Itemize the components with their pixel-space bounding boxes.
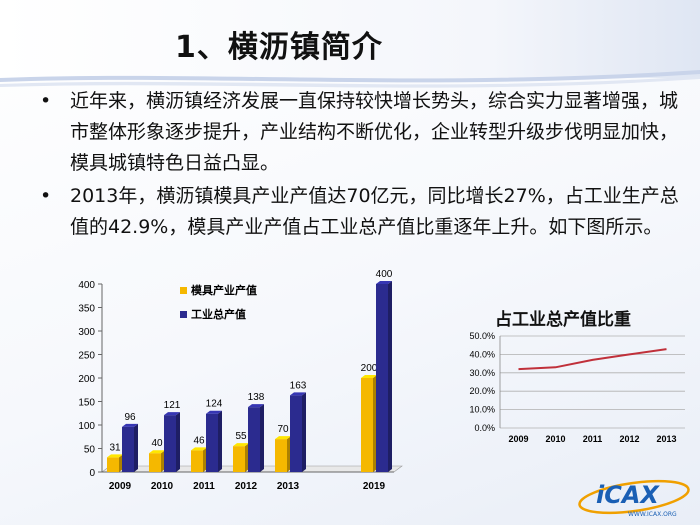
y-tick-label: 150 — [78, 398, 95, 409]
y-tick-label: 0.0% — [474, 423, 495, 433]
bullet-text: 2013年，横沥镇模具产业产值达70亿元，同比增长27%，占工业生产总值的42.… — [70, 185, 679, 238]
x-tick-label: 2010 — [151, 481, 174, 492]
bar-top — [376, 281, 392, 284]
y-tick-label: 400 — [78, 280, 95, 291]
y-tick-label: 30.0% — [469, 368, 495, 378]
bar-top — [149, 450, 165, 454]
bar-value-label: 163 — [290, 380, 307, 391]
bar-value-label: 46 — [193, 435, 205, 446]
legend-label: 模具产业产值 — [191, 283, 257, 297]
x-tick-label: 2013 — [277, 481, 300, 492]
bullet-dot: • — [40, 90, 52, 112]
bullet-item: • 近年来，横沥镇经济发展一直保持较快增长势头，综合实力显著增强，城市整体形象逐… — [40, 86, 680, 179]
bar — [361, 378, 373, 472]
bar-side — [218, 410, 222, 472]
bar — [107, 457, 119, 472]
x-tick-label: 2011 — [583, 434, 603, 444]
bar-top — [122, 423, 138, 427]
bar-side — [260, 404, 264, 472]
bar-top — [361, 375, 377, 378]
bar-side — [302, 392, 306, 472]
bar-top — [191, 447, 207, 451]
bar-side — [388, 281, 392, 472]
bar — [376, 284, 388, 472]
bar-value-label: 400 — [376, 269, 393, 280]
bullet-list: • 近年来，横沥镇经济发展一直保持较快增长势头，综合实力显著增强，城市整体形象逐… — [40, 86, 680, 243]
bar-top — [107, 454, 123, 458]
bar-chart: 0 50 100 150 200 250 300 350 400 31 96 2009 40 121 201… — [78, 269, 403, 492]
bar-value-label: 138 — [248, 392, 265, 403]
bar — [122, 426, 134, 472]
bar-top — [206, 410, 222, 414]
bullet-item: • 2013年，横沥镇模具产业产值达70亿元，同比增长27%，占工业生产总值的4… — [40, 181, 680, 243]
x-tick-label: 2012 — [235, 481, 258, 492]
y-tick-label: 50.0% — [469, 331, 495, 341]
bar — [164, 415, 176, 472]
x-tick-label: 2012 — [619, 434, 639, 444]
logo-url: WWW.ICAX.ORG — [628, 511, 677, 518]
bar — [191, 450, 203, 472]
bar-value-label: 70 — [277, 424, 289, 435]
y-tick-label: 350 — [78, 304, 95, 315]
bar-top — [233, 443, 249, 447]
y-tick-label: 0 — [89, 468, 95, 479]
title-bar — [0, 0, 700, 78]
series-line — [518, 348, 667, 371]
bar-value-label: 40 — [151, 438, 163, 449]
bar-top — [164, 412, 180, 416]
bar-top — [248, 404, 264, 408]
legend-swatch — [180, 287, 187, 294]
bar — [233, 446, 245, 472]
y-tick-label: 300 — [78, 327, 95, 338]
bar-value-label: 124 — [206, 399, 223, 410]
y-tick-label: 20.0% — [469, 386, 495, 396]
title-decoration — [0, 70, 700, 88]
line-chart: 0.0% 10.0% 20.0% 30.0% 40.0% 50.0% 2009 2010 201… — [469, 331, 685, 444]
bar-side — [134, 423, 138, 472]
bar — [206, 413, 218, 472]
bar — [275, 439, 287, 472]
bar-value-label: 200 — [361, 363, 378, 374]
bar-value-label: 31 — [109, 442, 121, 453]
bar-top — [275, 436, 291, 440]
x-tick-label: 2010 — [545, 434, 565, 444]
y-tick-label: 50 — [84, 445, 96, 456]
y-tick-label: 10.0% — [469, 405, 495, 415]
x-tick-label: 2011 — [193, 481, 215, 492]
bar-side — [176, 412, 180, 472]
y-tick-label: 200 — [78, 374, 95, 385]
bar-top — [290, 392, 306, 396]
bullet-text: 近年来，横沥镇经济发展一直保持较快增长势头，综合实力显著增强，城市整体形象逐步提… — [70, 90, 679, 174]
bar — [149, 453, 161, 472]
bar — [248, 407, 260, 472]
x-tick-label: 2009 — [508, 434, 528, 444]
bullet-dot: • — [40, 185, 52, 207]
y-tick-label: 250 — [78, 351, 95, 362]
y-tick-label: 40.0% — [469, 349, 495, 359]
slide-title: 1、横沥镇简介 — [175, 30, 383, 65]
bar-value-label: 96 — [124, 412, 136, 423]
x-tick-label: 2013 — [656, 434, 676, 444]
bar-value-label: 55 — [235, 431, 247, 442]
line-chart-title: 占工业总产值比重 — [495, 310, 631, 330]
logo: iCAX WWW.ICAX.ORG — [578, 479, 690, 518]
y-tick-label: 100 — [78, 421, 95, 432]
legend-label: 工业总产值 — [191, 307, 246, 321]
legend-swatch — [180, 311, 187, 318]
bar — [290, 395, 302, 472]
x-tick-label: 2019 — [363, 481, 386, 492]
bar-value-label: 121 — [164, 400, 181, 411]
x-tick-label: 2009 — [109, 481, 132, 492]
logo-text: iCAX — [596, 481, 660, 509]
